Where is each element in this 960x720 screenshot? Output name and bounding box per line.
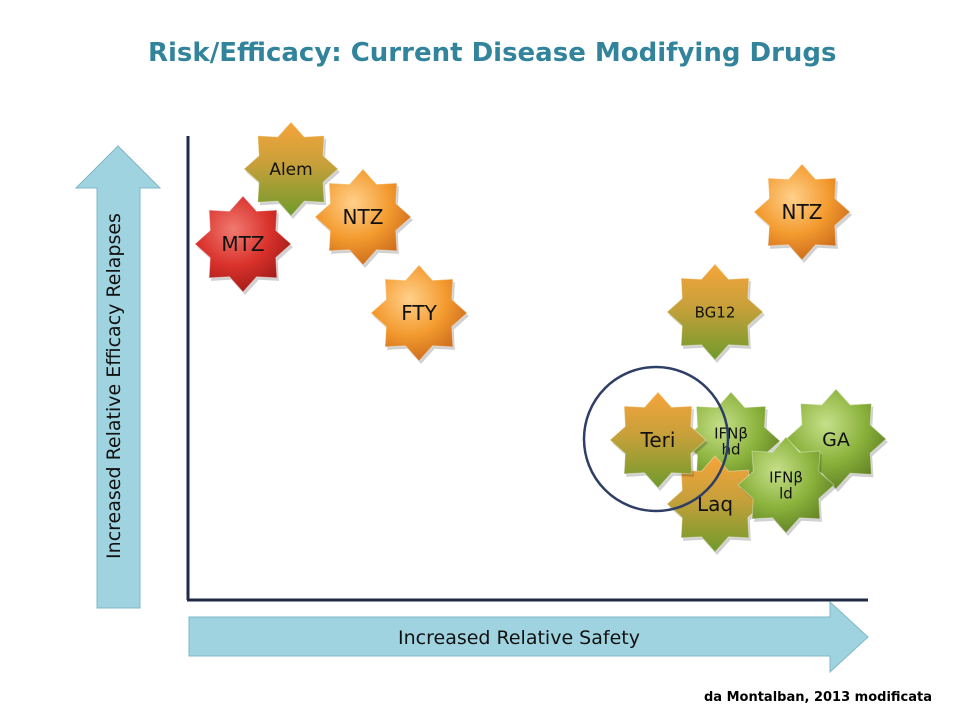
drug-star-shape	[370, 264, 468, 362]
drug-label: IFNβ	[714, 425, 748, 443]
drug-star-bg12: BG12	[666, 263, 765, 363]
drug-label: GA	[822, 429, 850, 451]
drug-star-shape	[609, 391, 707, 489]
y-axis-arrow	[74, 145, 162, 609]
highlight-circle	[582, 365, 730, 513]
drug-label: Alem	[269, 160, 312, 180]
drug-label: BG12	[695, 303, 736, 321]
source-credit: da Montalban, 2013 modificata	[703, 690, 932, 705]
drug-label: IFNβ	[769, 469, 803, 487]
drug-star-fty: FTY	[370, 264, 469, 364]
drug-star-ntz-1: NTZ	[314, 168, 413, 268]
drug-label: Laq	[697, 492, 733, 516]
drug-star-teri: Teri	[609, 391, 708, 491]
drug-star-shape	[243, 121, 339, 217]
drug-star-shape	[194, 195, 292, 293]
x-axis-label: Increased Relative Safety	[398, 627, 640, 649]
drug-star-alem: Alem	[243, 121, 340, 219]
drug-star-shape	[314, 168, 412, 266]
drug-star-shape	[737, 436, 835, 534]
drug-label: NTZ	[343, 205, 384, 229]
drug-star-ntz-2: NTZ	[753, 163, 852, 263]
y-axis-label: Increased Relative Efficacy Relapses	[103, 213, 125, 559]
drug-star-mtz: MTZ	[194, 195, 293, 295]
drug-label: FTY	[401, 301, 437, 325]
drug-label: hd	[721, 440, 740, 458]
drug-star-shape	[753, 163, 851, 261]
drug-label: NTZ	[782, 200, 823, 224]
drug-label: Teri	[640, 428, 676, 452]
x-axis-arrow	[188, 600, 869, 674]
page-title: Risk/Efficacy: Current Disease Modifying…	[148, 38, 837, 68]
drug-star-shape	[666, 263, 764, 361]
drug-label: MTZ	[221, 232, 264, 256]
drug-label: ld	[779, 484, 793, 502]
